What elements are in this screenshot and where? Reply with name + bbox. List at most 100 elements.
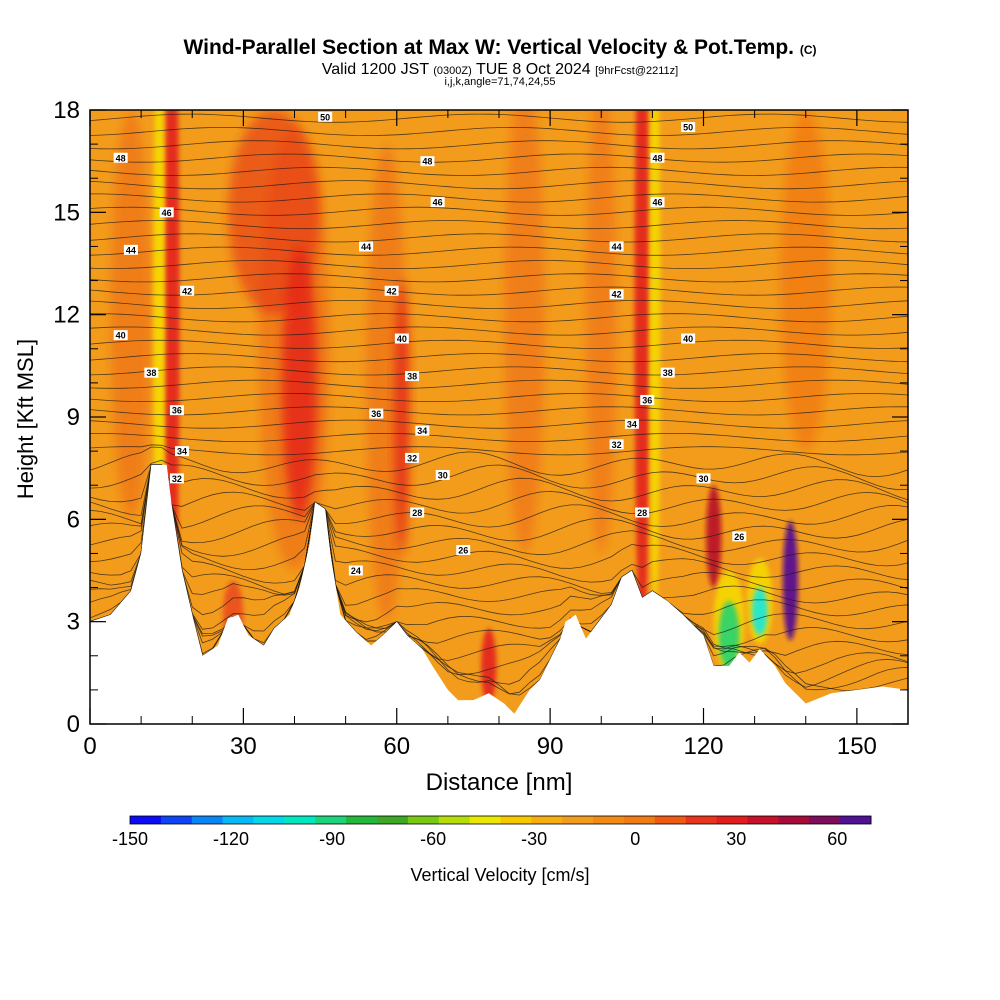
svg-text:36: 36 xyxy=(642,395,652,405)
colorbar-swatch xyxy=(160,816,193,824)
colorbar-swatch xyxy=(130,816,162,824)
y-axis-title: Height [Kft MSL] xyxy=(13,339,38,499)
colorbar-swatch xyxy=(346,816,378,824)
svg-text:46: 46 xyxy=(652,198,662,208)
theta-contour xyxy=(90,326,908,336)
contour-label: 36 xyxy=(169,405,184,416)
theta-contour xyxy=(90,193,908,203)
velocity-cell xyxy=(585,110,617,554)
svg-text:36: 36 xyxy=(371,409,381,419)
velocity-cell xyxy=(228,110,321,315)
colorbar-swatch xyxy=(716,816,748,824)
y-tick-label: 12 xyxy=(53,302,80,329)
contour-label: 46 xyxy=(159,207,174,218)
plot-area: 50 50 48 48 48 46 46 46 44 44 44 42 42 42 40 40 40 38 38 38… xyxy=(90,110,908,724)
x-axis-title: Distance [nm] xyxy=(426,769,573,796)
contour-label: 50 xyxy=(318,111,333,122)
x-tick-label: 150 xyxy=(837,733,877,760)
colorbar-swatch xyxy=(531,816,563,824)
theta-contour xyxy=(90,464,908,503)
contour-label: 40 xyxy=(113,330,128,341)
svg-text:38: 38 xyxy=(663,368,673,378)
theta-contour xyxy=(90,286,908,296)
svg-text:28: 28 xyxy=(637,508,647,518)
valid-date: TUE 8 Oct 2024 xyxy=(475,61,591,78)
svg-text:30: 30 xyxy=(438,470,448,480)
svg-text:40: 40 xyxy=(683,334,693,344)
y-tick-label: 18 xyxy=(53,97,80,124)
contour-label: 44 xyxy=(123,244,138,255)
colorbar-swatch xyxy=(222,816,254,824)
svg-text:38: 38 xyxy=(146,368,156,378)
theta-contour xyxy=(90,464,908,606)
theta-contour xyxy=(90,406,908,416)
svg-text:32: 32 xyxy=(407,453,417,463)
theta-contour xyxy=(90,299,908,309)
theta-contour xyxy=(90,446,908,478)
svg-text:42: 42 xyxy=(387,286,397,296)
chart-title: Wind-Parallel Section at Max W: Vertical… xyxy=(0,36,1000,60)
theta-contour xyxy=(90,166,908,176)
contour-label: 28 xyxy=(635,507,650,518)
colorbar-swatch xyxy=(253,816,285,824)
contour-label: 36 xyxy=(640,394,655,405)
colorbar-swatch xyxy=(778,816,810,824)
velocity-cell xyxy=(718,601,740,670)
colorbar-swatch xyxy=(840,816,872,824)
svg-text:28: 28 xyxy=(412,508,422,518)
velocity-cell xyxy=(634,110,650,656)
theta-contour xyxy=(90,313,908,323)
velocity-cell xyxy=(752,587,768,636)
contour-label: 34 xyxy=(415,425,430,436)
svg-text:24: 24 xyxy=(351,566,361,576)
colorbar-swatch xyxy=(562,816,594,824)
theta-contour xyxy=(90,126,908,137)
theta-contour xyxy=(90,464,908,544)
grid-params: i,j,k,angle=71,74,24,55 xyxy=(444,76,556,88)
valid-zulu: (0300Z) xyxy=(433,65,472,77)
velocity-cell xyxy=(780,110,832,452)
theta-contour xyxy=(90,180,908,190)
theta-contour xyxy=(90,220,908,230)
x-tick-label: 30 xyxy=(230,733,257,760)
contour-label: 36 xyxy=(369,408,384,419)
colorbar-swatch xyxy=(284,816,316,824)
contour-label: 30 xyxy=(435,469,450,480)
valid-time-line: Valid 1200 JST (0300Z) TUE 8 Oct 2024 [9… xyxy=(0,61,1000,79)
theta-contour-labels: 50 50 48 48 48 46 46 46 44 44 44 42 42 42 40 40 40 38 38 38… xyxy=(113,111,747,576)
contour-label: 48 xyxy=(420,156,435,167)
theta-contour xyxy=(90,273,908,283)
colorbar-swatch xyxy=(377,816,409,824)
y-tick-label: 9 xyxy=(67,404,80,431)
colorbar-swatch xyxy=(469,816,501,824)
contour-label: 34 xyxy=(624,418,639,429)
theta-contour xyxy=(90,464,908,516)
svg-text:32: 32 xyxy=(172,474,182,484)
svg-text:32: 32 xyxy=(612,440,622,450)
x-tick-label: 0 xyxy=(83,733,96,760)
contour-label: 32 xyxy=(169,473,184,484)
theta-contour xyxy=(90,366,908,376)
x-tick-label: 90 xyxy=(537,733,564,760)
contour-label: 42 xyxy=(384,285,399,296)
colorbar-swatch xyxy=(593,816,625,824)
colorbar-swatch xyxy=(654,816,687,824)
contour-label: 48 xyxy=(650,152,665,163)
contour-label: 46 xyxy=(650,197,665,208)
svg-text:48: 48 xyxy=(422,157,432,167)
svg-text:42: 42 xyxy=(612,290,622,300)
contour-label: 44 xyxy=(359,241,374,252)
contour-label: 38 xyxy=(144,367,159,378)
svg-text:36: 36 xyxy=(172,406,182,416)
velocity-cell xyxy=(504,110,546,554)
velocity-cell xyxy=(782,521,799,641)
colorbar-tick-label: -30 xyxy=(521,829,547,849)
y-tick-label: 6 xyxy=(67,506,80,533)
y-tick-label: 15 xyxy=(53,199,80,226)
theta-contour xyxy=(90,140,908,150)
contour-label: 26 xyxy=(456,545,471,556)
theta-contour xyxy=(90,464,908,623)
colorbar-tick-label: 30 xyxy=(726,829,746,849)
copyright-mark: (C) xyxy=(799,43,817,57)
